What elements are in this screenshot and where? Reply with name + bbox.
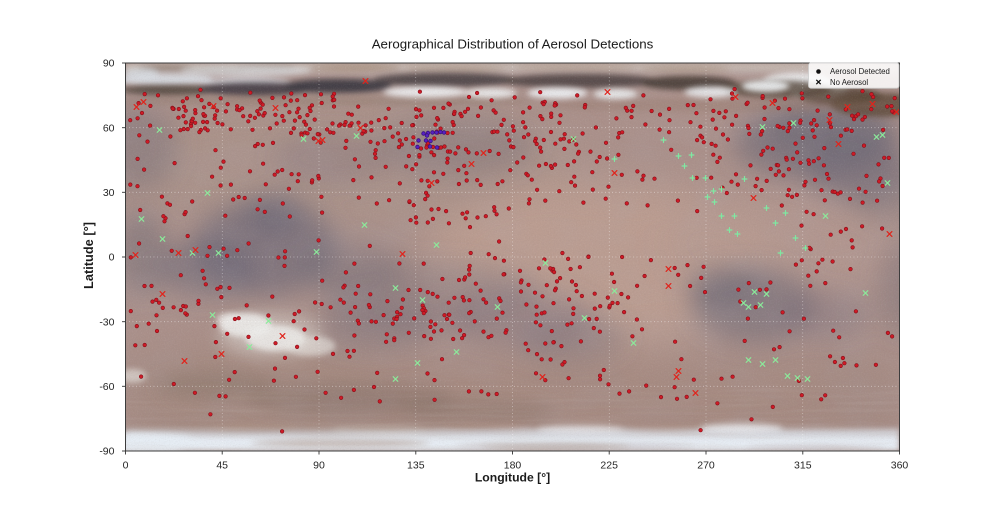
svg-text:0: 0: [123, 460, 129, 472]
svg-text:30: 30: [103, 187, 115, 199]
svg-text:135: 135: [407, 460, 425, 472]
svg-text:180: 180: [504, 460, 522, 472]
svg-text:-60: -60: [99, 381, 114, 393]
svg-text:360: 360: [891, 460, 909, 472]
svg-text:45: 45: [216, 460, 228, 472]
svg-text:90: 90: [313, 460, 325, 472]
svg-text:No Aerosol: No Aerosol: [830, 78, 868, 87]
svg-text:0: 0: [109, 252, 115, 264]
svg-text:Longitude [°]: Longitude [°]: [475, 471, 550, 485]
svg-text:Aerosol Detected: Aerosol Detected: [830, 67, 890, 76]
svg-text:90: 90: [103, 58, 115, 70]
svg-text:Aerographical Distribution of: Aerographical Distribution of Aerosol De…: [372, 37, 654, 52]
svg-text:Latitude [°]: Latitude [°]: [81, 222, 96, 289]
svg-text:-30: -30: [99, 316, 114, 328]
svg-text:315: 315: [794, 460, 812, 472]
svg-text:-90: -90: [99, 446, 114, 458]
svg-text:60: 60: [103, 122, 115, 134]
svg-text:270: 270: [697, 460, 715, 472]
svg-text:225: 225: [600, 460, 618, 472]
